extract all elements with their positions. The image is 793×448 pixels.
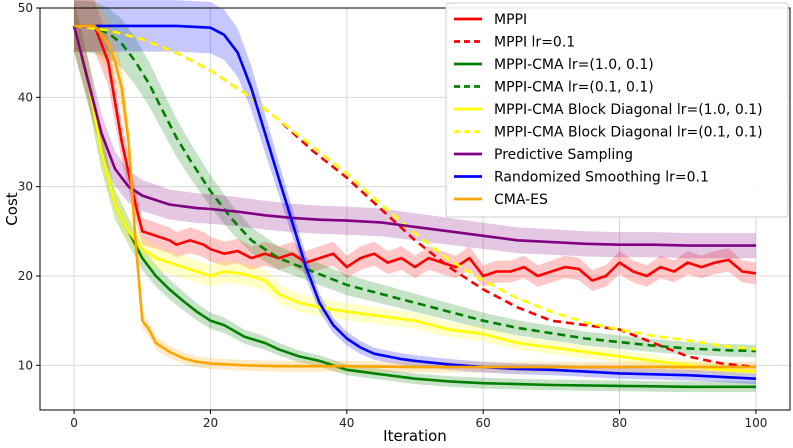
y-tick-label: 30 bbox=[18, 180, 33, 194]
x-tick-label: 0 bbox=[70, 416, 78, 430]
x-tick-label: 80 bbox=[612, 416, 627, 430]
legend-label-mppi: MPPI bbox=[494, 12, 527, 28]
legend-box bbox=[445, 2, 789, 218]
x-axis-label: Iteration bbox=[383, 427, 447, 445]
y-tick-label: 50 bbox=[18, 1, 33, 15]
legend-label-randomized-smoothing-lr-0-1: Randomized Smoothing lr=0.1 bbox=[494, 170, 709, 186]
legend-label-mppi-cma-block-diagonal-lr-1-0-0-1: MPPI-CMA Block Diagonal lr=(1.0, 0.1) bbox=[494, 102, 763, 118]
legend-label-cma-es: CMA-ES bbox=[494, 192, 548, 208]
legend-label-mppi-cma-lr-0-1-0-1: MPPI-CMA lr=(0.1, 0.1) bbox=[494, 80, 654, 96]
plot-frame bbox=[39, 7, 791, 411]
legend-label-mppi-cma-block-diagonal-lr-0-1-0-1: MPPI-CMA Block Diagonal lr=(0.1, 0.1) bbox=[494, 125, 763, 141]
legend-label-mppi-cma-lr-1-0-0-1: MPPI-CMA lr=(1.0, 0.1) bbox=[494, 57, 654, 73]
x-tick-label: 100 bbox=[744, 416, 767, 430]
series-line-mppi bbox=[74, 24, 757, 282]
series-line-cma-es bbox=[74, 24, 756, 369]
legend-label-mppi-lr-0-1: MPPI lr=0.1 bbox=[494, 35, 575, 51]
y-tick-label: 10 bbox=[18, 358, 33, 372]
series-line-mppi-cma-block-diagonal-lr-1-0-0-1 bbox=[72, 25, 756, 373]
y-axis-ticks: 10 20 30 40 50 bbox=[18, 1, 40, 372]
series-line-mppi-cma-block-diagonal-lr-0-1-0-1 bbox=[73, 24, 757, 351]
x-tick-label: 40 bbox=[339, 416, 354, 430]
y-tick-label: 40 bbox=[18, 90, 33, 104]
legend: MPPI MPPI lr=0.1 MPPI-CMA lr=(1.0, 0.1) MPP… bbox=[445, 2, 789, 218]
band-mppi-cma-lr-0-1-0-1 bbox=[74, 0, 756, 358]
series-line-mppi-cma-lr-0-1-0-1 bbox=[73, 24, 756, 353]
legend-label-predictive-sampling: Predictive Sampling bbox=[494, 147, 633, 163]
series-line-predictive-sampling bbox=[72, 25, 756, 247]
x-axis-ticks: 0 20 40 60 80 100 bbox=[70, 410, 767, 430]
y-tick-label: 20 bbox=[18, 269, 33, 283]
x-tick-label: 60 bbox=[476, 416, 491, 430]
x-tick-label: 20 bbox=[203, 416, 218, 430]
series-lines bbox=[72, 24, 757, 389]
y-axis-label: Cost bbox=[3, 192, 21, 225]
band-mppi-cma-block-diagonal-lr-1-0-0-1 bbox=[74, 0, 756, 377]
series-line-randomized-smoothing-lr-0-1 bbox=[74, 24, 756, 380]
